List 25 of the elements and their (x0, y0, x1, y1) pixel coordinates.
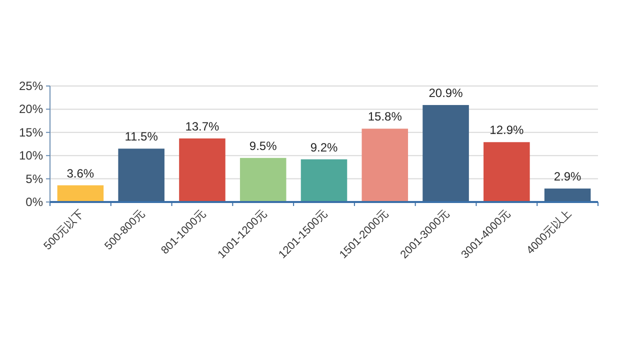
bar (179, 138, 226, 202)
y-tick-label: 15% (18, 125, 44, 140)
y-tick-label: 0% (26, 195, 44, 209)
data-label: 3.6% (66, 166, 94, 180)
bar (300, 159, 348, 202)
bar (544, 188, 591, 202)
data-label: 11.5% (124, 130, 158, 144)
data-label: 13.7% (185, 119, 220, 134)
x-tick-label: 500元以下 (41, 206, 87, 252)
y-tick-label: 5% (26, 172, 44, 186)
data-label: 20.9% (428, 86, 464, 100)
bar (422, 105, 469, 202)
bar (118, 148, 164, 202)
data-label: 12.9% (490, 123, 524, 138)
y-tick-label: 10% (18, 148, 44, 163)
bar (57, 185, 104, 202)
y-tick-label: 20% (18, 102, 44, 116)
data-label: 15.8% (368, 110, 402, 124)
data-label: 2.9% (554, 170, 582, 184)
data-label: 9.5% (249, 138, 278, 153)
bar (362, 128, 408, 202)
bar (484, 142, 530, 202)
data-label: 9.2% (310, 140, 338, 154)
bar (240, 158, 286, 202)
y-tick-label: 25% (18, 79, 44, 93)
